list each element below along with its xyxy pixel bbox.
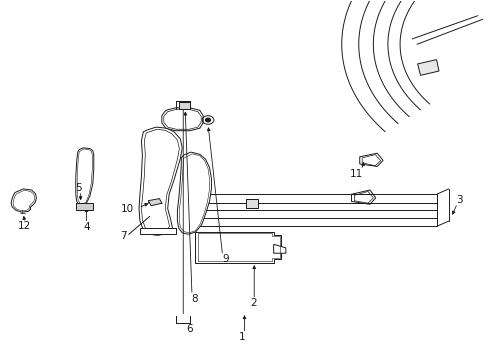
Text: 3: 3 xyxy=(455,195,462,204)
Polygon shape xyxy=(76,148,94,206)
Polygon shape xyxy=(162,108,203,131)
Circle shape xyxy=(205,118,210,122)
Bar xyxy=(179,102,190,109)
Text: 9: 9 xyxy=(222,254,229,264)
Text: 12: 12 xyxy=(18,221,31,231)
Text: 1: 1 xyxy=(238,332,245,342)
Text: 7: 7 xyxy=(121,231,127,242)
Bar xyxy=(245,199,257,208)
Polygon shape xyxy=(139,127,182,235)
Polygon shape xyxy=(11,189,36,212)
Text: 6: 6 xyxy=(186,324,192,334)
Text: 2: 2 xyxy=(249,298,256,308)
Polygon shape xyxy=(148,199,162,206)
Polygon shape xyxy=(417,60,438,75)
Polygon shape xyxy=(351,190,375,204)
Polygon shape xyxy=(177,152,211,234)
Polygon shape xyxy=(195,232,281,263)
Polygon shape xyxy=(359,153,382,166)
Text: 8: 8 xyxy=(191,294,198,303)
Text: 5: 5 xyxy=(75,183,81,193)
Polygon shape xyxy=(140,228,176,234)
Text: 11: 11 xyxy=(349,168,362,179)
Text: 10: 10 xyxy=(120,204,133,214)
Text: 4: 4 xyxy=(83,222,90,232)
Bar xyxy=(76,203,93,210)
Polygon shape xyxy=(273,244,285,253)
